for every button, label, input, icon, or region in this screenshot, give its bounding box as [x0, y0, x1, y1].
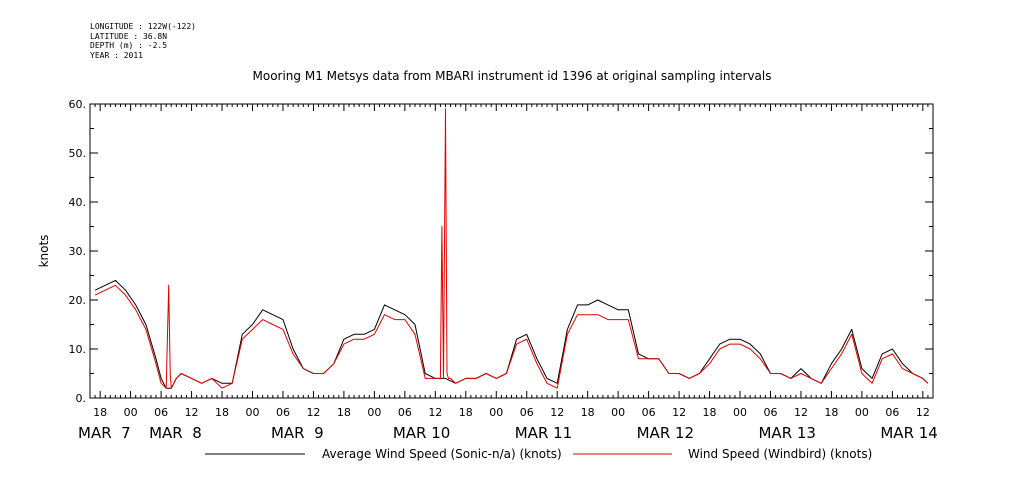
- x-hour-tick-label: 18: [215, 406, 229, 419]
- metadata-block: LONGITUDE : 122W(-122) LATITUDE : 36.8N …: [90, 22, 196, 60]
- y-tick-label: 20.: [69, 294, 87, 307]
- plot-frame: [89, 103, 934, 399]
- x-hour-tick-label: 06: [154, 406, 168, 419]
- latitude-text: LATITUDE : 36.8N: [90, 31, 168, 41]
- x-hour-tick-label: 00: [611, 406, 625, 419]
- x-hour-tick-label: 12: [916, 406, 930, 419]
- x-day-label: MAR 8: [149, 424, 202, 442]
- series-line-average-sonic: [94, 279, 929, 389]
- longitude-text: LONGITUDE : 122W(-122): [90, 22, 196, 31]
- y-tick-label: 50.: [69, 147, 87, 160]
- x-day-label: MAR 12: [637, 424, 694, 442]
- legend: Average Wind Speed (Sonic-n/a) (knots) Wi…: [205, 447, 872, 461]
- x-hour-tick-label: 00: [489, 406, 503, 419]
- x-hour-tick-label: 00: [855, 406, 869, 419]
- x-hour-tick-label: 18: [93, 406, 107, 419]
- x-day-label: MAR 14: [880, 424, 937, 442]
- series-line-windbird: [94, 108, 929, 389]
- x-day-label: MAR 9: [271, 424, 324, 442]
- x-hour-tick-label: 06: [520, 406, 534, 419]
- x-hour-tick-label: 12: [550, 406, 564, 419]
- legend-label: Average Wind Speed (Sonic-n/a) (knots): [322, 447, 562, 461]
- x-hour-tick-label: 00: [733, 406, 747, 419]
- x-hour-tick-label: 18: [337, 406, 351, 419]
- x-hour-tick-label: 18: [459, 406, 473, 419]
- x-hour-tick-label: 12: [794, 406, 808, 419]
- series-layer: [94, 108, 929, 389]
- x-hour-tick-label: 18: [581, 406, 595, 419]
- x-hour-tick-label: 06: [276, 406, 290, 419]
- y-tick-label: 60.: [69, 98, 87, 111]
- x-hour-tick-label: 00: [246, 406, 260, 419]
- y-tick-label: 40.: [69, 196, 87, 209]
- x-hour-tick-label: 06: [763, 406, 777, 419]
- legend-label: Wind Speed (Windbird) (knots): [688, 447, 872, 461]
- x-hour-tick-label: 06: [398, 406, 412, 419]
- y-axis-label: knots: [37, 235, 51, 268]
- x-hour-tick-label: 12: [185, 406, 199, 419]
- x-axis-ticks: 18 00 06 12 18 00 06 12 18 00 06 12 18 00 06 12 18 00 06 12…: [78, 104, 938, 442]
- x-hour-tick-label: 06: [885, 406, 899, 419]
- x-hour-tick-label: 18: [703, 406, 717, 419]
- x-hour-tick-label: 18: [824, 406, 838, 419]
- x-day-label: MAR 10: [393, 424, 450, 442]
- y-axis-ticks: 0. 10. 20. 30. 40. 50. 60.: [69, 98, 933, 405]
- x-day-label: MAR 11: [515, 424, 572, 442]
- depth-text: DEPTH (m) : -2.5: [90, 41, 168, 50]
- y-tick-label: 10.: [69, 343, 87, 356]
- x-hour-tick-label: 12: [306, 406, 320, 419]
- x-hour-tick-label: 00: [124, 406, 138, 419]
- chart-title: Mooring M1 Metsys data from MBARI instru…: [253, 69, 772, 83]
- x-day-label: MAR 13: [758, 424, 815, 442]
- y-tick-label: 0.: [76, 392, 87, 405]
- x-hour-tick-label: 12: [672, 406, 686, 419]
- x-day-label: MAR 7: [78, 424, 131, 442]
- x-hour-tick-label: 06: [642, 406, 656, 419]
- x-hour-tick-label: 00: [367, 406, 381, 419]
- y-tick-label: 30.: [69, 245, 87, 258]
- year-text: YEAR : 2011: [90, 50, 143, 60]
- x-hour-tick-label: 12: [428, 406, 442, 419]
